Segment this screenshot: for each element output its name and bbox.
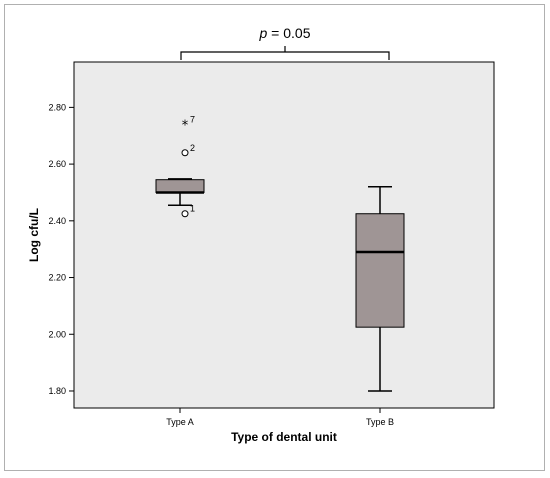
box-2 (355, 186, 405, 392)
p-value-annotation: p = 0.05 (180, 25, 390, 60)
y-tick-label: 2.60 (48, 159, 66, 169)
x-tick-label: Type A (166, 417, 194, 427)
significance-bracket (180, 46, 390, 60)
x-tick-label: Type B (366, 417, 394, 427)
box-1: * 7 2 1 (155, 114, 205, 218)
outlier-point (181, 210, 189, 218)
y-axis-title: Log cfu/L (27, 208, 41, 262)
outlier-label: 1 (190, 204, 195, 214)
outlier-label: 7 (190, 114, 195, 124)
x-axis: Type A Type B (166, 408, 394, 427)
outlier-label: 2 (190, 143, 195, 153)
boxes: * 7 2 1 (155, 114, 405, 392)
y-tick-label: 2.00 (48, 329, 66, 339)
y-tick-label: 2.80 (48, 102, 66, 112)
y-tick-label: 2.20 (48, 273, 66, 283)
x-axis-title: Type of dental unit (231, 430, 337, 444)
y-tick-label: 2.40 (48, 216, 66, 226)
y-axis: 1.80 2.00 2.20 2.40 2.60 2.80 (48, 102, 74, 396)
box-iqr (155, 179, 205, 193)
outlier-point (181, 149, 189, 157)
y-tick-label: 1.80 (48, 386, 66, 396)
box-iqr (355, 213, 405, 328)
outlier-extreme: * (182, 118, 189, 133)
plot-area (73, 61, 495, 409)
p-value-label: p = 0.05 (259, 25, 311, 41)
